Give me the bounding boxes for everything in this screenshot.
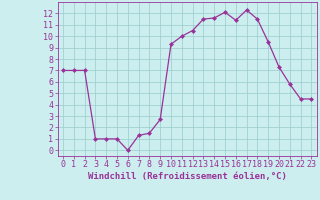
X-axis label: Windchill (Refroidissement éolien,°C): Windchill (Refroidissement éolien,°C): [88, 172, 287, 181]
